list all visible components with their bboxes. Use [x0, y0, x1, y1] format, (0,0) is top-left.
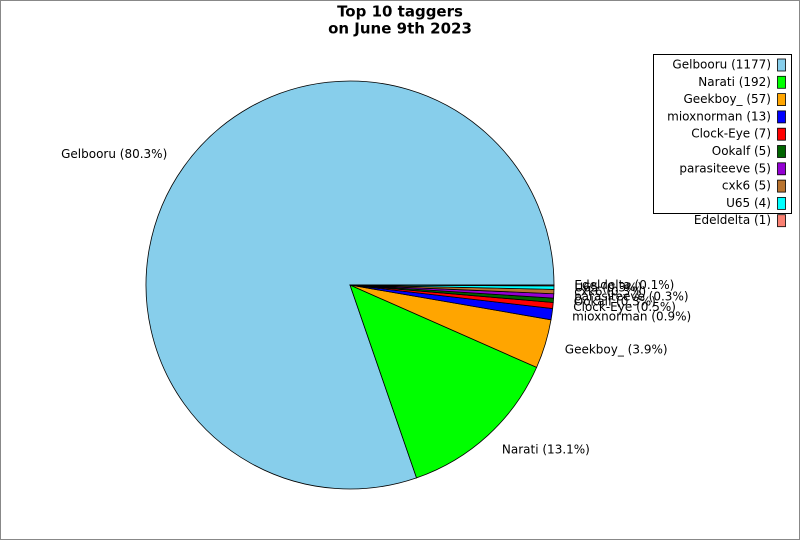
slice-label: Gelbooru (80.3%): [61, 147, 167, 161]
slice-label: parasiteeve (0.3%): [574, 290, 688, 304]
legend-swatch: [777, 75, 786, 89]
legend-swatch: [777, 179, 786, 193]
slice-label: Ookalf (0.3%): [574, 294, 656, 308]
legend-swatch: [777, 93, 786, 106]
legend-label: parasiteeve (5): [679, 161, 771, 175]
legend-label: Narati (192): [698, 75, 771, 89]
slice-label: Edeldelta (0.1%): [574, 278, 674, 292]
legend-label: Ookalf (5): [712, 144, 771, 158]
slice-label: Narati (13.1%): [502, 443, 590, 457]
legend-label: Edeldelta (1): [694, 213, 771, 227]
legend-label: Clock-Eye (7): [691, 127, 771, 141]
legend-swatch: [777, 127, 786, 141]
chart-title: Top 10 taggers: [337, 3, 463, 21]
legend-swatch: [777, 162, 786, 176]
legend-label: cxk6 (5): [722, 179, 771, 193]
legend-label: Gelbooru (1177): [672, 58, 771, 72]
slice-label: U65 (0.3%): [574, 280, 642, 294]
chart-title: on June 9th 2023: [328, 20, 472, 38]
pie-slice: [349, 284, 555, 287]
legend-label: Geekboy_ (57): [683, 92, 771, 106]
legend-swatch: [777, 110, 786, 124]
slice-label: cxk6 (0.3%): [574, 285, 646, 299]
slice-label: Geekboy_ (3.9%): [565, 342, 668, 356]
legend-label: mioxnorman (13): [667, 109, 771, 123]
legend-swatch: [777, 145, 786, 158]
legend-swatch: [777, 214, 786, 228]
legend-swatch: [777, 196, 786, 210]
legend-label: U65 (4): [726, 196, 771, 210]
legend-box: [653, 54, 792, 214]
slice-label: mioxnorman (0.9%): [572, 310, 691, 324]
legend-swatch: [777, 58, 786, 72]
pie-slice: [349, 284, 538, 479]
slice-label: Clock-Eye (0.5%): [573, 300, 676, 314]
